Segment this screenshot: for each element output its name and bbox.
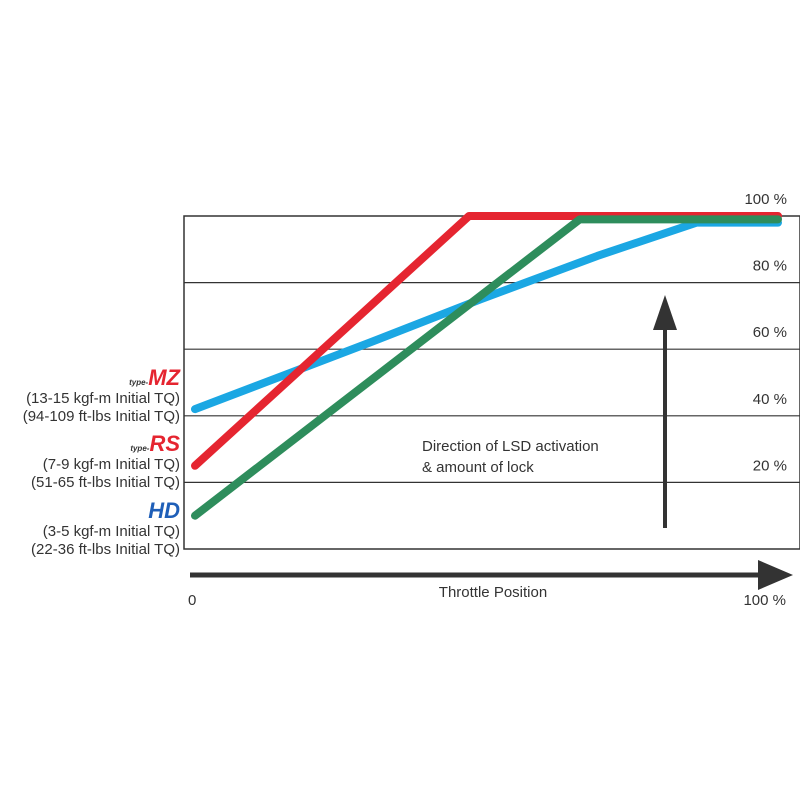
- legend-text: (94-109 ft-lbs Initial TQ): [23, 408, 180, 425]
- grid: [183, 215, 800, 550]
- legend-text: (3-5 kgf-m Initial TQ): [43, 523, 180, 540]
- series-lines: [191, 212, 782, 520]
- plot-frame: [183, 215, 800, 550]
- x-tick-0: 0: [188, 592, 196, 609]
- logo-hd: HD: [148, 498, 180, 523]
- logo-mz: type-MZ: [129, 365, 181, 390]
- series-line-hd: [191, 215, 782, 520]
- y-tick-labels: 20 % 40 % 60 % 80 % 100 %: [744, 191, 787, 474]
- y-tick-20: 20 %: [753, 457, 787, 474]
- legend-text: (7-9 kgf-m Initial TQ): [43, 456, 180, 473]
- x-axis-label: Throttle Position: [439, 584, 547, 601]
- legend-item-rs: type-RS(7-9 kgf-m Initial TQ)(51-65 ft-l…: [31, 431, 180, 491]
- lsd-direction-arrow-head: [653, 295, 677, 330]
- legend-text: (13-15 kgf-m Initial TQ): [26, 390, 180, 407]
- legend-text: (51-65 ft-lbs Initial TQ): [31, 474, 180, 491]
- x-tick-100: 100 %: [743, 592, 786, 609]
- logo-rs: type-RS: [130, 431, 180, 456]
- legend: type-MZ(13-15 kgf-m Initial TQ)(94-109 f…: [23, 365, 182, 558]
- legend-text: (22-36 ft-lbs Initial TQ): [31, 541, 180, 558]
- legend-item-mz: type-MZ(13-15 kgf-m Initial TQ)(94-109 f…: [23, 365, 182, 425]
- y-tick-40: 40 %: [753, 391, 787, 408]
- series-line-type-rs: [191, 212, 782, 470]
- annotation-line-1: Direction of LSD activation: [422, 438, 599, 455]
- y-tick-80: 80 %: [753, 258, 787, 275]
- x-axis-arrow-head: [758, 560, 793, 590]
- legend-item-hd: HD(3-5 kgf-m Initial TQ)(22-36 ft-lbs In…: [31, 498, 180, 558]
- y-tick-100: 100 %: [744, 191, 787, 208]
- annotation-line-2: & amount of lock: [422, 459, 534, 476]
- y-tick-60: 60 %: [753, 324, 787, 341]
